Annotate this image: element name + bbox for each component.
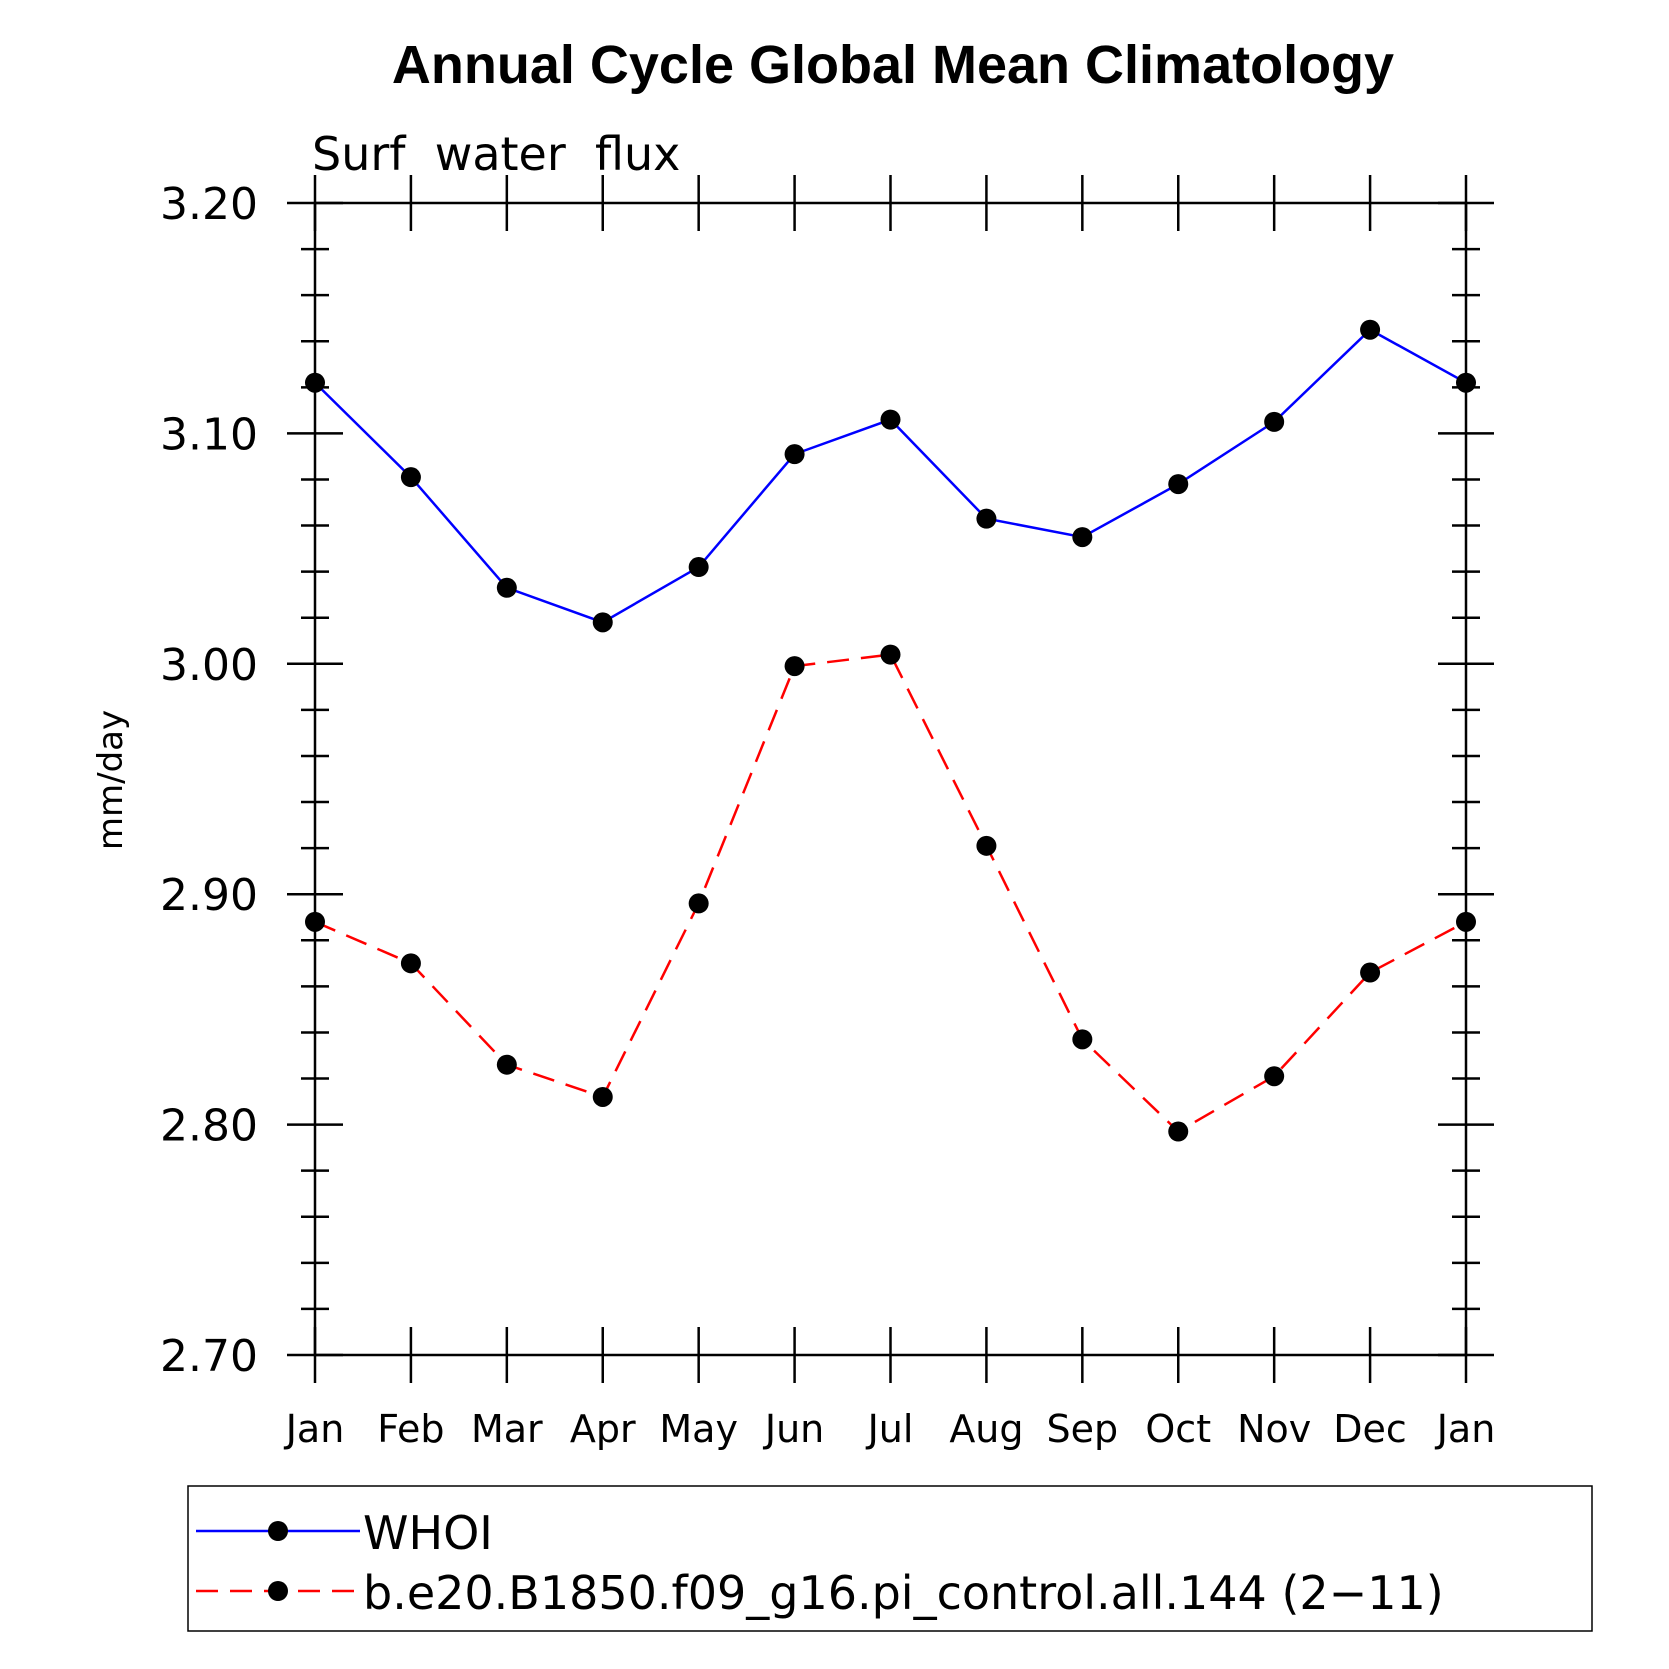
x-tick-label: Apr xyxy=(570,1407,636,1451)
data-point xyxy=(592,1086,613,1107)
data-point xyxy=(880,644,901,665)
data-point xyxy=(1456,911,1476,932)
legend: WHOI b.e20.B1850.f09_g16.pi_control.all.1… xyxy=(187,1485,1593,1632)
series-line-0 xyxy=(314,328,1467,624)
legend-label-1: b.e20.B1850.f09_g16.pi_control.all.144 (… xyxy=(363,1566,1444,1620)
x-tick-label: Jan xyxy=(284,1407,345,1451)
y-tick-label: 3.20 xyxy=(160,179,258,230)
x-tick-label: Jul xyxy=(866,1407,914,1451)
plot-area: Jan Feb Mar Apr May Jun Jul Aug Sep Oct Nov Dec Jan 2… xyxy=(160,175,1495,1451)
data-point xyxy=(880,409,901,430)
data-point xyxy=(1072,1029,1093,1050)
data-point xyxy=(305,911,325,932)
plot-frame xyxy=(313,201,1468,1357)
x-tick-label: Dec xyxy=(1333,1407,1407,1451)
x-tick-label: Aug xyxy=(949,1407,1023,1451)
y-axis-label: mm/day xyxy=(91,710,131,850)
data-point xyxy=(1264,1066,1285,1087)
data-point xyxy=(496,1054,517,1075)
y-tick-label: 2.80 xyxy=(160,1101,258,1152)
x-tick-label: Jan xyxy=(1435,1407,1496,1451)
x-tick-label: Nov xyxy=(1237,1407,1311,1451)
y-tick-label: 2.70 xyxy=(160,1331,258,1382)
legend-marker-1 xyxy=(268,1581,288,1601)
x-tick-label: Jun xyxy=(763,1407,824,1451)
y-tick-label: 3.00 xyxy=(160,640,258,691)
data-point xyxy=(688,893,709,914)
data-point xyxy=(1360,962,1381,983)
data-point xyxy=(1168,474,1189,495)
y-tick-label: 3.10 xyxy=(160,409,258,460)
chart-title: Annual Cycle Global Mean Climatology xyxy=(392,35,1394,95)
data-point xyxy=(1456,372,1476,393)
data-point xyxy=(784,444,805,465)
data-point xyxy=(400,467,421,488)
data-point xyxy=(1264,411,1285,432)
legend-marker-0 xyxy=(268,1521,288,1541)
data-point xyxy=(305,372,325,393)
data-point xyxy=(1168,1121,1189,1142)
data-point xyxy=(1072,527,1093,548)
x-tick-label: Sep xyxy=(1047,1407,1119,1451)
data-point xyxy=(592,612,613,633)
legend-box xyxy=(187,1485,1593,1632)
data-point xyxy=(784,656,805,677)
data-point xyxy=(976,835,997,856)
legend-label-0: WHOI xyxy=(363,1506,493,1560)
data-point xyxy=(400,953,421,974)
y-tick-label: 2.90 xyxy=(160,870,258,921)
data-point xyxy=(1360,319,1381,340)
data-point xyxy=(976,508,997,529)
x-tick-label: May xyxy=(659,1407,738,1451)
data-point xyxy=(688,557,709,578)
data-point xyxy=(496,577,517,598)
x-tick-label: Oct xyxy=(1145,1407,1211,1451)
chart-subtitle: Surf water flux xyxy=(312,127,680,181)
x-tick-label: Mar xyxy=(471,1407,543,1451)
series-line-1 xyxy=(314,653,1467,1134)
x-tick-label: Feb xyxy=(377,1407,444,1451)
